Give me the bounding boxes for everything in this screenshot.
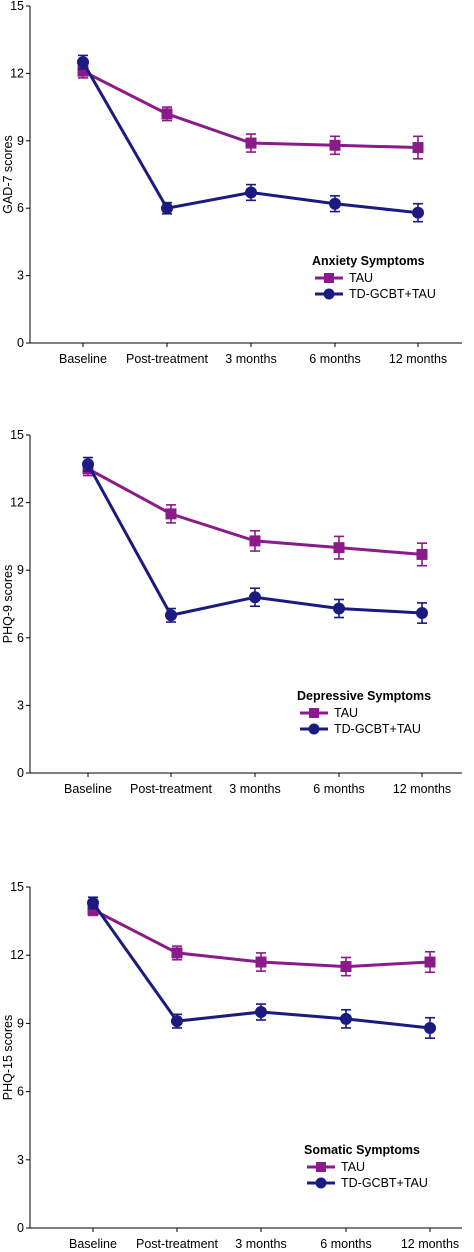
data-point-square [416,548,428,560]
data-point-circle [412,206,424,219]
x-tick-label: 12 months [389,352,447,366]
legend-title: Anxiety Symptoms [312,254,425,268]
data-point-square [77,65,89,77]
data-point-square [249,535,261,547]
y-tick-label: 12 [10,496,24,510]
x-tick-label: 3 months [225,352,276,366]
y-tick-label: 12 [10,948,24,962]
data-point-square [424,956,436,968]
y-tick-label: 6 [17,1085,24,1099]
data-point-square [333,542,345,554]
data-point-circle [171,1015,183,1028]
x-tick-label: Baseline [59,352,107,366]
x-tick-label: 6 months [313,782,364,796]
legend-entry: TD-GCBT+TAU [341,1176,428,1190]
y-tick-label: 0 [17,336,24,350]
x-tick-label: 3 months [229,782,280,796]
y-tick-label: 15 [10,0,24,13]
legend-marker-square [316,1162,326,1172]
x-tick-label: Post-treatment [136,1237,219,1251]
anxiety-chart: 0 3 6 9 12 15 GAD-7 scores Baseline Post-treatme… [1,0,462,366]
legend-entry: TD-GCBT+TAU [334,722,421,736]
data-point-circle [77,56,89,69]
legend-marker-circle [315,1177,327,1189]
y-tick-label: 3 [17,698,24,712]
legend-marker-circle [308,723,320,735]
data-point-circle [82,458,94,471]
y-tick-label: 0 [17,1221,24,1235]
data-point-circle [255,1006,267,1019]
data-point-square [255,956,267,968]
y-axis-label: GAD-7 scores [1,135,15,214]
data-point-circle [165,609,177,622]
somatic-chart: 0 3 6 9 12 15 PHQ-15 scores Baseline Post-treatm… [1,880,462,1251]
y-tick-label: 9 [17,134,24,148]
x-tick-label: Post-treatment [130,782,213,796]
y-tick-label: 9 [17,1016,24,1030]
y-tick-label: 9 [17,563,24,577]
y-tick-label: 15 [10,428,24,442]
legend-marker-square [309,708,319,718]
x-tick-label: 12 months [393,782,451,796]
data-point-square [171,947,183,959]
y-axis-label: PHQ-9 scores [1,565,15,644]
data-point-circle [249,591,261,604]
data-point-circle [245,186,257,199]
y-tick-label: 0 [17,766,24,780]
depressive-chart: 0 3 6 9 12 15 PHQ-9 scores Baseline Post-treatme… [1,428,462,796]
x-tick-label: Baseline [69,1237,117,1251]
x-tick-label: 12 months [401,1237,459,1251]
x-tick-label: 6 months [320,1237,371,1251]
legend-marker-circle [323,288,335,300]
legend-title: Somatic Symptoms [304,1143,420,1157]
data-point-square [165,508,177,520]
data-point-square [329,139,341,151]
x-tick-label: Post-treatment [126,352,209,366]
legend-entry: TAU [341,1160,365,1174]
legend-entry: TAU [349,271,373,285]
data-point-square [161,108,173,120]
legend-entry: TD-GCBT+TAU [349,287,436,301]
data-point-square [87,904,99,916]
data-point-square [245,137,257,149]
legend-marker-square [324,273,334,283]
y-tick-label: 15 [10,880,24,894]
x-tick-label: Baseline [64,782,112,796]
data-point-circle [161,202,173,215]
data-point-circle [87,896,99,909]
data-point-square [412,142,424,154]
y-tick-label: 6 [17,631,24,645]
legend-title: Depressive Symptoms [297,689,431,703]
x-tick-label: 3 months [235,1237,286,1251]
y-tick-label: 6 [17,201,24,215]
y-tick-label: 12 [10,66,24,80]
legend-entry: TAU [334,706,358,720]
data-point-circle [416,607,428,620]
y-tick-label: 3 [17,269,24,283]
data-point-circle [340,1012,352,1025]
data-point-circle [424,1021,436,1034]
y-axis-label: PHQ-15 scores [1,1015,15,1100]
data-point-square [340,961,352,973]
data-point-circle [333,602,345,615]
x-tick-label: 6 months [309,352,360,366]
data-point-circle [329,197,341,210]
y-tick-label: 3 [17,1153,24,1167]
